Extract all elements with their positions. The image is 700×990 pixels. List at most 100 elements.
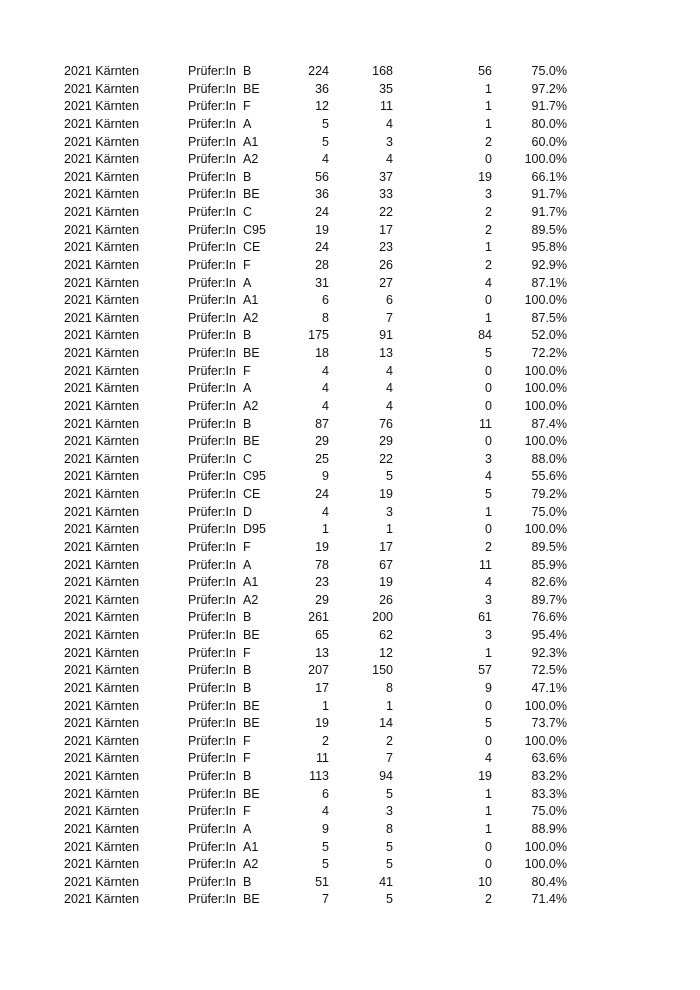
year-region-cell: 2021 Kärnten — [64, 416, 140, 431]
year-region-cell: 2021 Kärnten — [64, 152, 140, 167]
passed-cell: 1 — [386, 698, 393, 713]
passed-cell: 3 — [386, 804, 393, 819]
role-cell: Prüfer:In — [188, 645, 236, 660]
total-cell: 4 — [322, 504, 329, 519]
passed-cell: 35 — [379, 81, 393, 96]
year-region-cell: 2021 Kärnten — [64, 257, 140, 272]
failed-cell: 2 — [485, 205, 492, 219]
passed-cell: 6 — [386, 293, 393, 308]
passed-cell: 4 — [386, 398, 393, 413]
failed-cell: 5 — [485, 716, 492, 731]
table-row: 2021 Kärnten Prüfer:In F 11 7 4 63.6% — [0, 750, 700, 768]
rate-cell: 88.0% — [531, 451, 567, 466]
year-region-cell: 2021 Kärnten — [64, 469, 140, 484]
total-cell: 65 — [315, 628, 329, 642]
class-cell: BE — [243, 346, 260, 360]
table-row: 2021 Kärnten Prüfer:In B 51 41 10 80.4% — [0, 874, 700, 892]
rate-cell: 75.0% — [531, 804, 567, 819]
failed-cell: 2 — [485, 222, 492, 237]
passed-cell: 76 — [379, 416, 393, 431]
rate-cell: 71.4% — [531, 892, 567, 907]
total-cell: 19 — [315, 222, 329, 237]
table-row: 2021 Kärnten Prüfer:In BE 29 29 0 100.0% — [0, 433, 700, 451]
passed-cell: 5 — [386, 892, 393, 907]
failed-cell: 1 — [485, 786, 492, 801]
class-cell: BE — [243, 786, 260, 801]
role-cell: Prüfer:In — [188, 81, 236, 96]
data-table: 2021 Kärnten Prüfer:In B 224 168 56 75.0% 2021 … — [0, 63, 700, 909]
table-row: 2021 Kärnten Prüfer:In CE 24 23 1 95.8% — [0, 239, 700, 257]
year-region-cell: 2021 Kärnten — [64, 786, 140, 801]
rate-cell: 100.0% — [524, 381, 567, 396]
year-region-cell: 2021 Kärnten — [64, 539, 140, 554]
total-cell: 2 — [322, 733, 329, 748]
rate-cell: 92.3% — [531, 645, 567, 660]
table-row: 2021 Kärnten Prüfer:In CE 24 19 5 79.2% — [0, 486, 700, 504]
failed-cell: 4 — [485, 751, 492, 766]
passed-cell: 17 — [379, 222, 393, 237]
total-cell: 29 — [315, 592, 329, 607]
failed-cell: 2 — [485, 539, 492, 554]
table-row: 2021 Kärnten Prüfer:In BE 19 14 5 73.7% — [0, 715, 700, 733]
role-cell: Prüfer:In — [188, 99, 236, 114]
passed-cell: 94 — [379, 769, 393, 783]
class-cell: F — [243, 257, 251, 272]
class-cell: F — [243, 99, 251, 114]
total-cell: 4 — [322, 381, 329, 396]
rate-cell: 87.5% — [531, 310, 567, 325]
total-cell: 25 — [315, 451, 329, 466]
failed-cell: 1 — [485, 645, 492, 660]
failed-cell: 2 — [485, 257, 492, 272]
table-row: 2021 Kärnten Prüfer:In C95 9 5 4 55.6% — [0, 468, 700, 486]
role-cell: Prüfer:In — [188, 328, 236, 343]
failed-cell: 1 — [485, 804, 492, 819]
passed-cell: 7 — [386, 310, 393, 325]
role-cell: Prüfer:In — [188, 64, 236, 78]
rate-cell: 100.0% — [524, 698, 567, 713]
class-cell: F — [243, 645, 251, 660]
role-cell: Prüfer:In — [188, 487, 236, 501]
table-row: 2021 Kärnten Prüfer:In F 12 11 1 91.7% — [0, 98, 700, 116]
class-cell: B — [243, 64, 252, 78]
passed-cell: 5 — [386, 839, 393, 854]
role-cell: Prüfer:In — [188, 169, 236, 184]
role-cell: Prüfer:In — [188, 769, 236, 783]
role-cell: Prüfer:In — [188, 663, 236, 678]
role-cell: Prüfer:In — [188, 628, 236, 642]
class-cell: B — [243, 610, 252, 625]
table-row: 2021 Kärnten Prüfer:In B 207 150 57 72.5% — [0, 662, 700, 680]
table-row: 2021 Kärnten Prüfer:In B 56 37 19 66.1% — [0, 169, 700, 187]
class-cell: F — [243, 751, 251, 766]
table-row: 2021 Kärnten Prüfer:In B 224 168 56 75.0% — [0, 63, 700, 81]
passed-cell: 8 — [386, 680, 393, 695]
role-cell: Prüfer:In — [188, 557, 236, 572]
year-region-cell: 2021 Kärnten — [64, 557, 140, 572]
table-row: 2021 Kärnten Prüfer:In F 28 26 2 92.9% — [0, 257, 700, 275]
rate-cell: 92.9% — [531, 257, 567, 272]
passed-cell: 4 — [386, 152, 393, 167]
failed-cell: 1 — [485, 99, 492, 114]
total-cell: 36 — [315, 81, 329, 96]
rate-cell: 91.7% — [531, 99, 567, 114]
year-region-cell: 2021 Kärnten — [64, 610, 140, 625]
failed-cell: 57 — [478, 663, 492, 678]
failed-cell: 1 — [485, 504, 492, 519]
total-cell: 5 — [322, 116, 329, 131]
year-region-cell: 2021 Kärnten — [64, 592, 140, 607]
role-cell: Prüfer:In — [188, 275, 236, 290]
passed-cell: 168 — [372, 64, 393, 78]
role-cell: Prüfer:In — [188, 804, 236, 819]
total-cell: 28 — [315, 257, 329, 272]
role-cell: Prüfer:In — [188, 522, 236, 537]
table-row: 2021 Kärnten Prüfer:In F 13 12 1 92.3% — [0, 645, 700, 663]
role-cell: Prüfer:In — [188, 240, 236, 255]
total-cell: 224 — [308, 64, 329, 78]
rate-cell: 85.9% — [531, 557, 567, 572]
class-cell: C — [243, 205, 253, 219]
class-cell: B — [243, 663, 252, 678]
year-region-cell: 2021 Kärnten — [64, 663, 140, 678]
rate-cell: 47.1% — [531, 680, 567, 695]
class-cell: D — [243, 504, 253, 519]
failed-cell: 11 — [479, 416, 492, 431]
total-cell: 13 — [315, 645, 329, 660]
